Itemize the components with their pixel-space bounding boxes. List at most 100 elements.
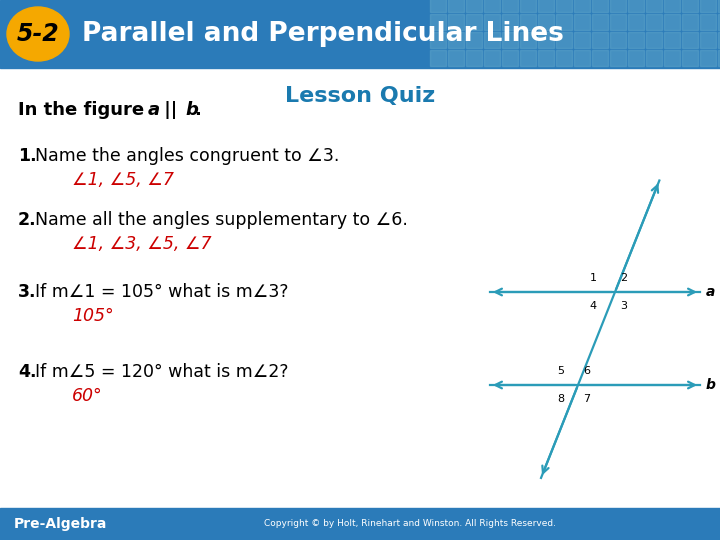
Bar: [538, 0, 554, 12]
Text: b: b: [706, 378, 716, 392]
Text: 4.: 4.: [18, 363, 37, 381]
Bar: [646, 50, 662, 66]
Text: Name all the angles supplementary to ∠6.: Name all the angles supplementary to ∠6.: [35, 211, 408, 229]
Text: Parallel and Perpendicular Lines: Parallel and Perpendicular Lines: [82, 21, 564, 47]
Bar: [628, 50, 644, 66]
Bar: [0, 0, 720, 68]
Bar: [628, 32, 644, 48]
Text: 3.: 3.: [18, 283, 37, 301]
Text: .: .: [194, 101, 201, 119]
Bar: [682, 50, 698, 66]
Bar: [718, 50, 720, 66]
Bar: [592, 14, 608, 30]
Bar: [502, 14, 518, 30]
Bar: [502, 32, 518, 48]
Bar: [556, 32, 572, 48]
Bar: [682, 32, 698, 48]
Text: Copyright © by Holt, Rinehart and Winston. All Rights Reserved.: Copyright © by Holt, Rinehart and Winsto…: [264, 519, 556, 529]
Bar: [700, 50, 716, 66]
Bar: [646, 32, 662, 48]
Bar: [520, 14, 536, 30]
Bar: [682, 14, 698, 30]
Text: 8: 8: [557, 394, 564, 404]
Text: 1.: 1.: [18, 147, 37, 165]
Bar: [484, 0, 500, 12]
Bar: [520, 0, 536, 12]
Bar: [448, 32, 464, 48]
Text: 2: 2: [620, 273, 627, 283]
Text: Name the angles congruent to ∠3.: Name the angles congruent to ∠3.: [35, 147, 339, 165]
Bar: [448, 0, 464, 12]
Bar: [430, 50, 446, 66]
Bar: [646, 14, 662, 30]
Text: If m∠5 = 120° what is m∠2?: If m∠5 = 120° what is m∠2?: [35, 363, 289, 381]
Bar: [664, 50, 680, 66]
Ellipse shape: [7, 7, 69, 61]
Bar: [700, 32, 716, 48]
Bar: [664, 0, 680, 12]
Bar: [664, 14, 680, 30]
Bar: [520, 32, 536, 48]
Bar: [718, 32, 720, 48]
Text: 2.: 2.: [18, 211, 37, 229]
Bar: [610, 32, 626, 48]
Bar: [484, 14, 500, 30]
Bar: [556, 50, 572, 66]
Bar: [448, 14, 464, 30]
Bar: [592, 0, 608, 12]
Bar: [430, 32, 446, 48]
Bar: [448, 50, 464, 66]
Text: ||: ||: [158, 101, 184, 119]
Bar: [592, 32, 608, 48]
Text: a: a: [148, 101, 160, 119]
Text: 3: 3: [620, 301, 627, 311]
Bar: [466, 0, 482, 12]
Bar: [574, 32, 590, 48]
Bar: [592, 50, 608, 66]
Bar: [0, 508, 720, 540]
Bar: [574, 14, 590, 30]
Text: Lesson Quiz: Lesson Quiz: [285, 86, 435, 106]
Bar: [700, 14, 716, 30]
Text: 1: 1: [590, 273, 597, 283]
Bar: [574, 0, 590, 12]
Bar: [520, 50, 536, 66]
Bar: [430, 0, 446, 12]
Bar: [718, 0, 720, 12]
Text: 4: 4: [590, 301, 597, 311]
Text: a: a: [706, 285, 716, 299]
Bar: [538, 14, 554, 30]
Bar: [538, 32, 554, 48]
Text: 60°: 60°: [72, 387, 103, 405]
Text: 5: 5: [557, 366, 564, 376]
Bar: [628, 14, 644, 30]
Bar: [664, 32, 680, 48]
Bar: [430, 14, 446, 30]
Bar: [682, 0, 698, 12]
Bar: [646, 0, 662, 12]
Bar: [610, 0, 626, 12]
Bar: [610, 50, 626, 66]
Text: 6: 6: [583, 366, 590, 376]
Bar: [466, 50, 482, 66]
Text: If m∠1 = 105° what is m∠3?: If m∠1 = 105° what is m∠3?: [35, 283, 289, 301]
Bar: [718, 14, 720, 30]
Text: ∠1, ∠3, ∠5, ∠7: ∠1, ∠3, ∠5, ∠7: [72, 235, 212, 253]
Bar: [574, 50, 590, 66]
Bar: [610, 14, 626, 30]
Text: Pre-Algebra: Pre-Algebra: [14, 517, 107, 531]
Bar: [556, 0, 572, 12]
Bar: [556, 14, 572, 30]
Text: 7: 7: [583, 394, 590, 404]
Bar: [502, 0, 518, 12]
Text: 5-2: 5-2: [17, 22, 59, 46]
Bar: [538, 50, 554, 66]
Bar: [700, 0, 716, 12]
Text: b: b: [185, 101, 198, 119]
Bar: [466, 14, 482, 30]
Text: ∠1, ∠5, ∠7: ∠1, ∠5, ∠7: [72, 171, 174, 189]
Bar: [466, 32, 482, 48]
Bar: [484, 32, 500, 48]
Bar: [502, 50, 518, 66]
Text: 105°: 105°: [72, 307, 114, 325]
